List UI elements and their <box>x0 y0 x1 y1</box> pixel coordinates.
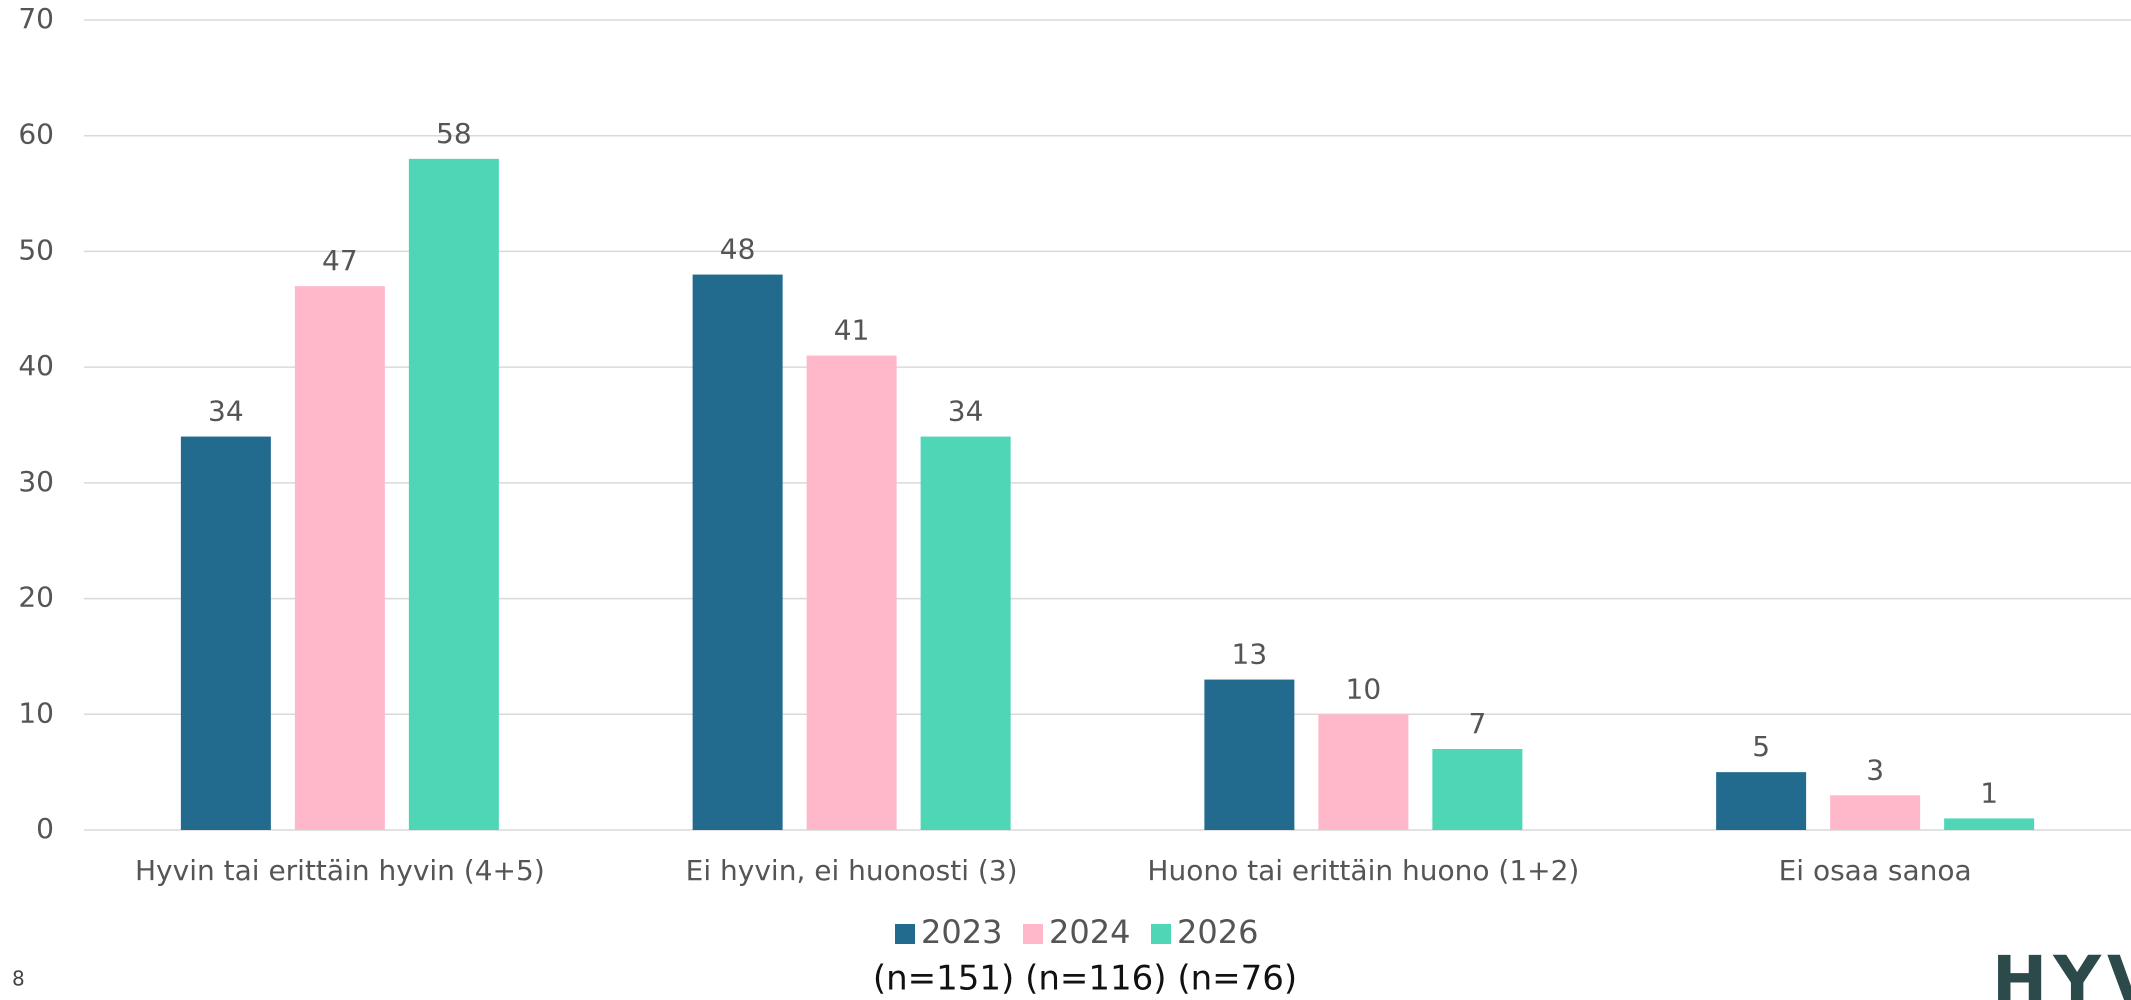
x-tick-label: Hyvin tai erittäin hyvin (4+5) <box>135 854 545 887</box>
data-label: 7 <box>1468 707 1486 740</box>
legend-swatch <box>1023 924 1043 944</box>
bar <box>692 274 783 831</box>
legend-swatch <box>895 924 915 944</box>
data-label: 3 <box>1866 753 1884 786</box>
legend-label: 2024 <box>1049 913 1130 951</box>
bar <box>1432 749 1523 830</box>
data-label: 13 <box>1232 638 1268 671</box>
logo: HYV <box>1992 942 2131 1000</box>
data-label: 5 <box>1752 730 1770 763</box>
data-label: 48 <box>720 233 756 266</box>
y-tick-label: 40 <box>18 349 54 382</box>
bar <box>920 436 1011 830</box>
bar <box>1830 795 1921 830</box>
data-label: 41 <box>834 314 870 347</box>
bar <box>1944 818 2035 830</box>
x-tick-label: Ei osaa sanoa <box>1779 854 1972 887</box>
x-tick-label: Ei hyvin, ei huonosti (3) <box>686 854 1018 887</box>
data-label: 34 <box>208 395 244 428</box>
legend-swatch <box>1151 924 1171 944</box>
y-tick-label: 20 <box>18 581 54 614</box>
y-tick-label: 0 <box>36 812 54 845</box>
y-tick-label: 70 <box>18 2 54 35</box>
bar <box>294 286 385 831</box>
subtitle: (n=151) (n=116) (n=76) <box>873 959 1297 999</box>
data-label: 47 <box>322 244 358 277</box>
x-tick-label: Huono tai erittäin huono (1+2) <box>1147 854 1579 887</box>
bar <box>1204 679 1295 830</box>
y-tick-label: 10 <box>18 696 54 729</box>
bar <box>408 158 499 830</box>
y-tick-label: 60 <box>18 118 54 151</box>
page-number: 8 <box>12 967 25 991</box>
data-label: 10 <box>1346 672 1382 705</box>
bar <box>1318 714 1409 830</box>
bar <box>180 436 271 830</box>
bar <box>1716 772 1807 830</box>
legend-label: 2023 <box>921 913 1002 951</box>
data-label: 58 <box>436 117 472 150</box>
bar <box>806 355 897 830</box>
y-tick-label: 30 <box>18 465 54 498</box>
y-tick-label: 50 <box>18 233 54 266</box>
legend-label: 2026 <box>1177 913 1258 951</box>
data-label: 1 <box>1980 776 1998 809</box>
data-label: 34 <box>948 395 984 428</box>
